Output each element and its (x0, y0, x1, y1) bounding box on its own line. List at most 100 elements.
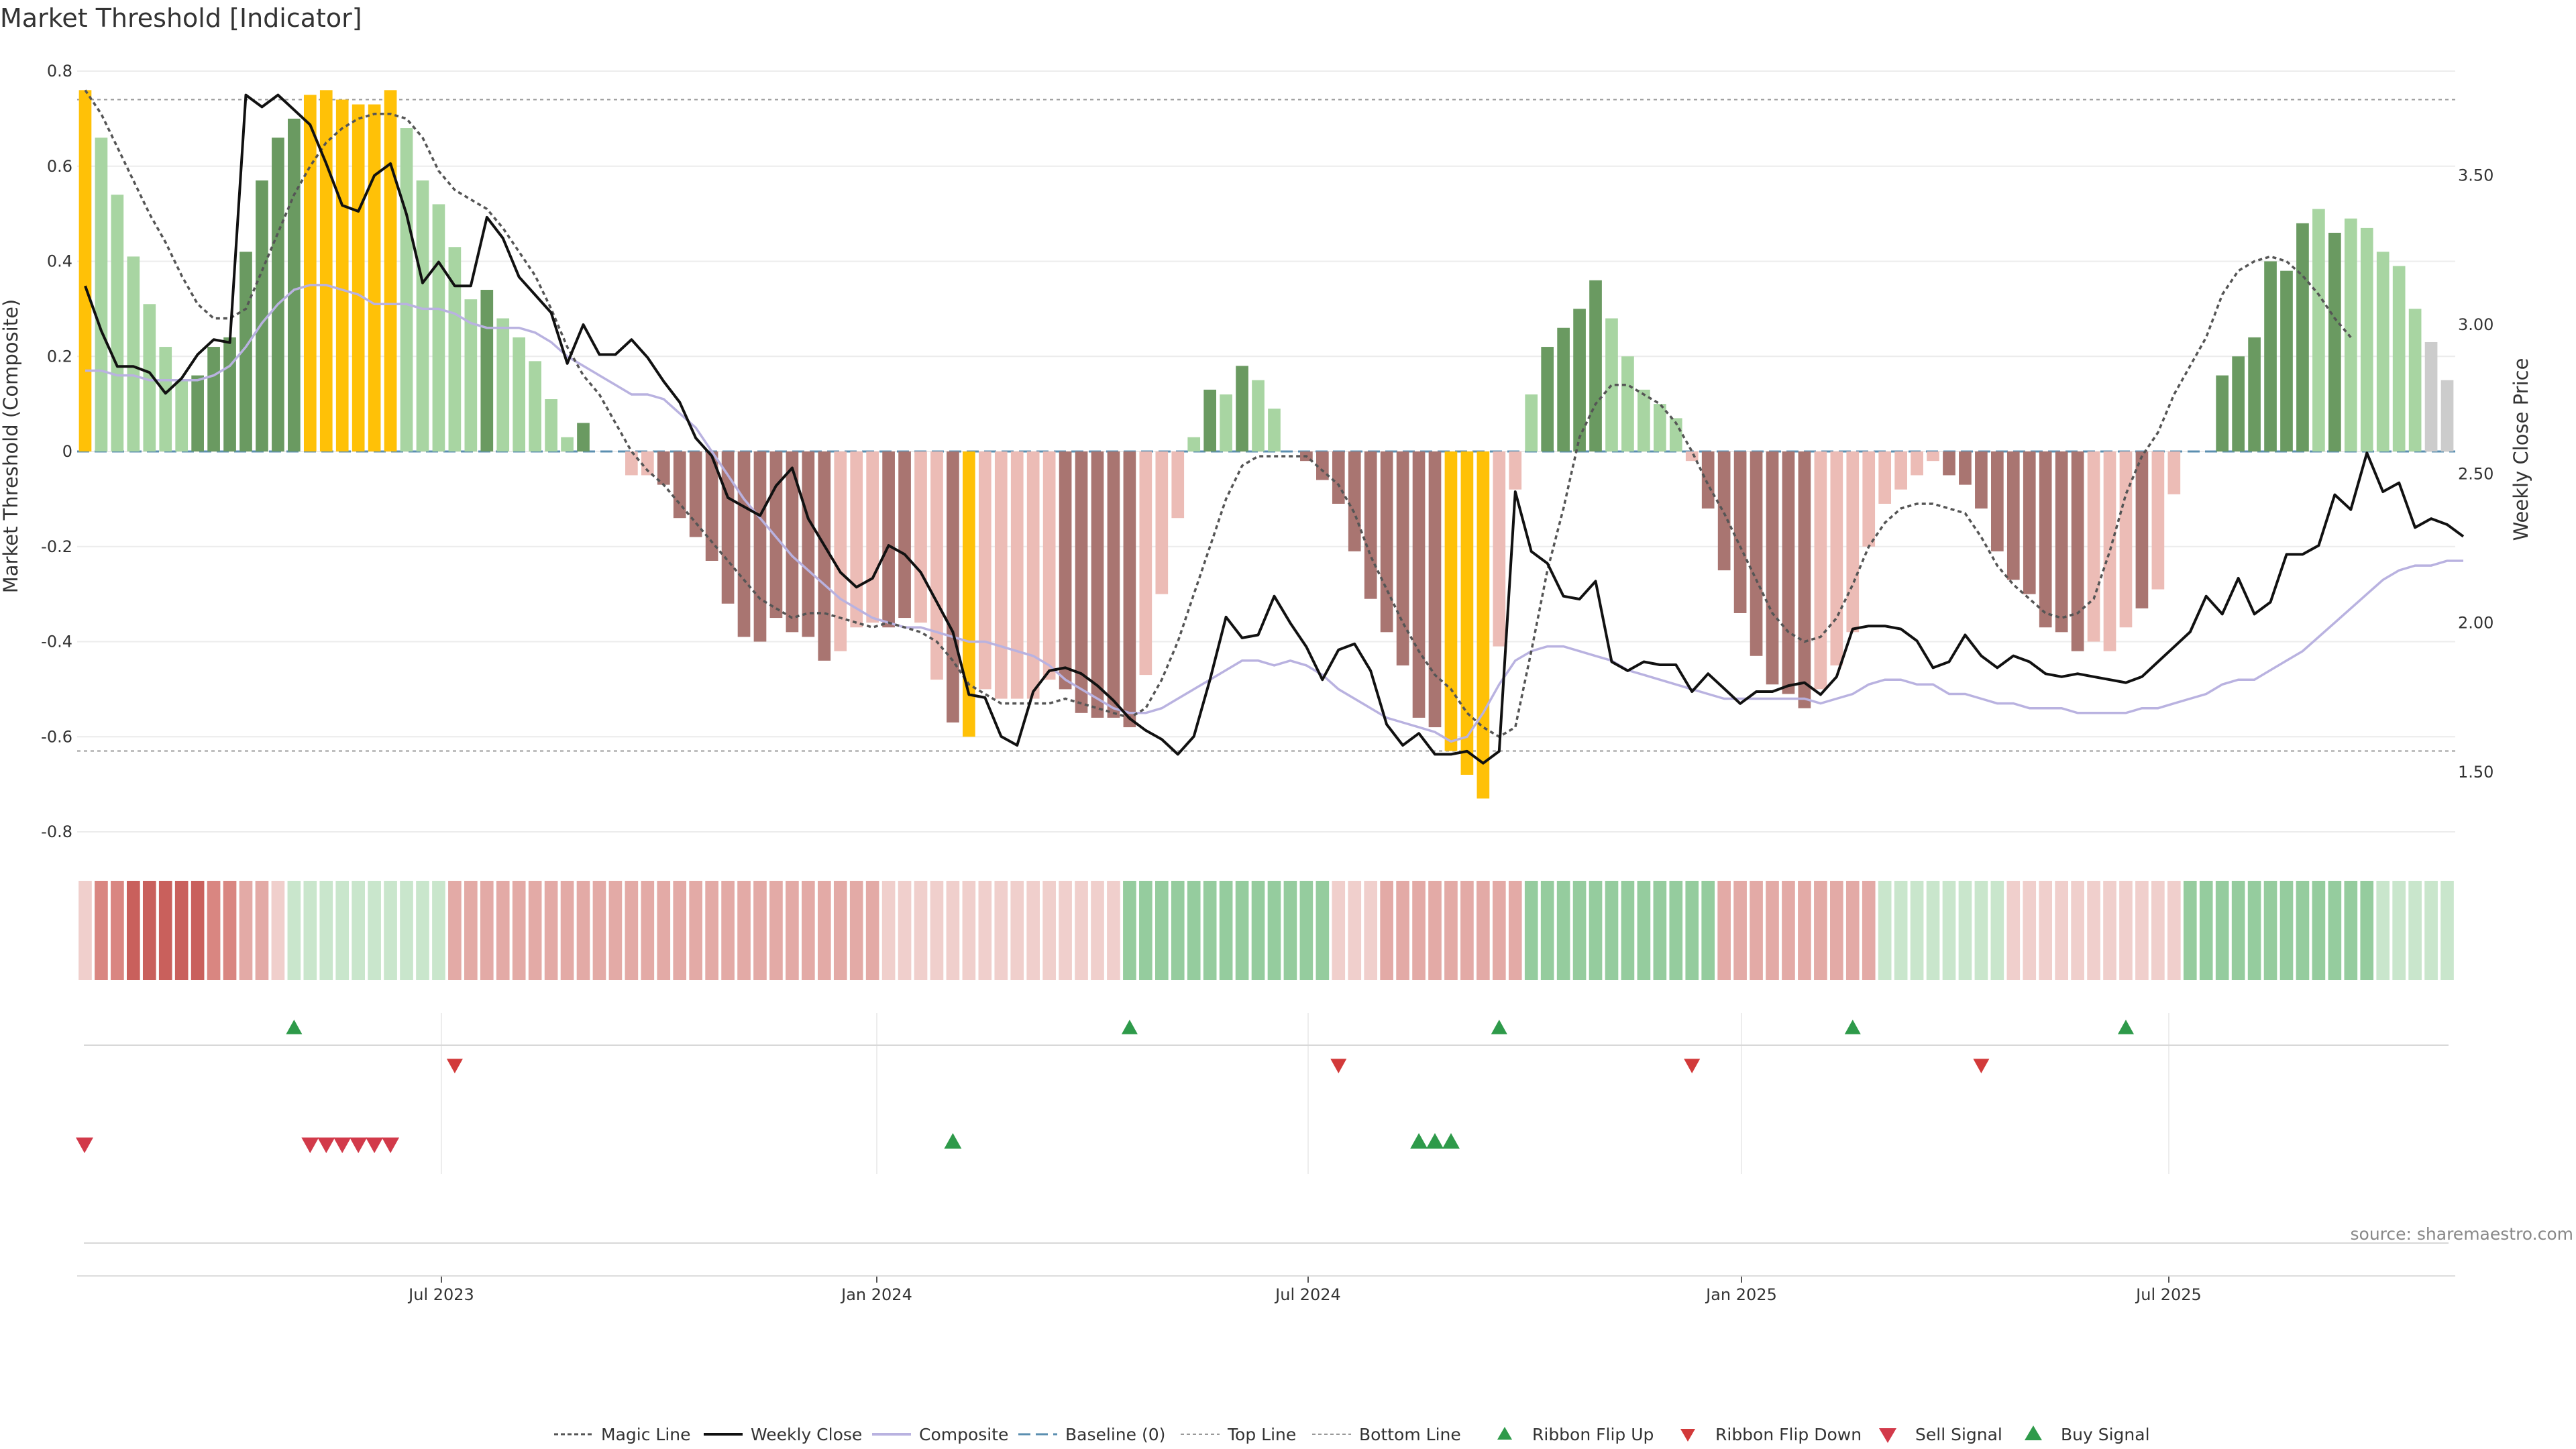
x-tick-label: Jul 2025 (2135, 1285, 2202, 1304)
weekly-close-line (84, 93, 2465, 765)
composite-bar (1750, 451, 1763, 656)
composite-bar (1396, 451, 1409, 665)
sell-signal-marker (350, 1137, 368, 1153)
ribbon-cell (2328, 881, 2342, 980)
ribbon-cell (1750, 881, 1763, 980)
composite-bar (2006, 451, 2020, 580)
right-axis-label: Weekly Close Price (2510, 358, 2532, 541)
ribbon-cell (191, 881, 205, 980)
signal-panels (76, 1013, 2449, 1244)
sell-signal-marker (382, 1137, 400, 1153)
ribbon-cell (158, 881, 172, 980)
composite-bar (1042, 451, 1056, 680)
ribbon-cell (1348, 881, 1362, 980)
composite-bar (2232, 356, 2245, 451)
ribbon-cell (2231, 881, 2245, 980)
composite-bar (994, 451, 1008, 699)
ribbon-cell (2006, 881, 2021, 980)
composite-bar (1091, 451, 1104, 718)
composite-bar (1444, 451, 1458, 751)
ribbon-cell (2312, 881, 2326, 980)
legend-swatch (1497, 1427, 1512, 1440)
composite-bar (737, 451, 751, 637)
x-tick-label: Jul 2023 (407, 1285, 474, 1304)
composite-bar (1332, 451, 1345, 504)
composite-bar (384, 90, 397, 452)
composite-bar (1171, 451, 1185, 519)
composite-bar (1026, 451, 1040, 699)
composite-bar (159, 347, 172, 451)
ribbon-cell (1653, 881, 1667, 980)
ribbon-flip-up-marker (1491, 1020, 1507, 1034)
buy-signal-marker (1442, 1133, 1460, 1149)
ribbon-cell (769, 881, 783, 980)
right-tick-label: 3.50 (2458, 166, 2493, 185)
ribbon-cell (2215, 881, 2229, 980)
composite-bar (1460, 451, 1474, 775)
ribbon-cell (384, 881, 397, 980)
composite-bar (1573, 309, 1586, 451)
composite-bar (1943, 451, 1955, 476)
left-tick-label: 0.2 (47, 347, 72, 366)
ribbon-cell (2055, 881, 2068, 980)
composite-bar (1364, 451, 1377, 599)
composite-bar (1653, 404, 1666, 451)
ribbon-cell (1219, 881, 1233, 980)
ribbon-cell (1042, 881, 1056, 980)
ribbon-cell (802, 881, 815, 980)
ribbon-cell (753, 881, 767, 980)
composite-bar (1991, 451, 2004, 551)
series-lines (84, 89, 2465, 765)
right-tick-label: 2.00 (2458, 614, 2493, 633)
composite-bar (416, 180, 429, 451)
left-tick-label: -0.2 (41, 537, 72, 556)
composite-bar (561, 437, 574, 451)
ribbon-cell (2376, 881, 2390, 980)
ribbon-cell (496, 881, 510, 980)
composite-bar (529, 361, 541, 451)
ribbon-cell (865, 881, 879, 980)
composite-bar (689, 451, 702, 537)
composite-bar (1123, 451, 1136, 728)
ribbon-cell (1123, 881, 1136, 980)
composite-bar (2151, 451, 2165, 590)
legend-label: Buy Signal (2061, 1425, 2150, 1444)
composite-bar (1911, 451, 1923, 476)
legend-swatch (1680, 1429, 1695, 1442)
ribbon-cell (1845, 881, 1860, 980)
ribbon-cell (737, 881, 751, 980)
ribbon-cell (1251, 881, 1265, 980)
ribbon-cell (2183, 881, 2197, 980)
ribbon-cell (1380, 881, 1393, 980)
composite-bar (1638, 389, 1650, 451)
ribbon-cell (2071, 881, 2084, 980)
composite-bar (1075, 451, 1088, 713)
composite-bar (1894, 451, 1907, 490)
composite-bar (272, 138, 284, 451)
ribbon-cell (1862, 881, 1876, 980)
composite-line (85, 284, 2463, 743)
composite-bar (1733, 451, 1747, 613)
composite-bar (352, 104, 365, 452)
ribbon-cell (1878, 881, 1892, 980)
buy-signal-marker (944, 1133, 962, 1149)
composite-bar (625, 451, 638, 476)
legend-swatch (1879, 1428, 1896, 1443)
composite-bar (2312, 209, 2325, 451)
composite-bar (1557, 327, 1570, 451)
composite-bar (2248, 337, 2261, 451)
composite-bar (319, 90, 333, 452)
composite-bar (1348, 451, 1361, 551)
ribbon-cell (1316, 881, 1330, 980)
ribbon-flip-up-marker (2118, 1020, 2134, 1034)
ribbon-cell (2360, 881, 2374, 980)
ribbon-cell (1556, 881, 1570, 980)
ribbon-cell (881, 881, 896, 980)
composite-bar (288, 118, 301, 451)
composite-bar (2216, 375, 2229, 451)
ribbon-cell (303, 881, 317, 980)
ribbon-cell (2103, 881, 2116, 980)
ribbon-cell (512, 881, 526, 980)
ribbon-cell (1059, 881, 1072, 980)
ribbon-cell (1010, 881, 1024, 980)
